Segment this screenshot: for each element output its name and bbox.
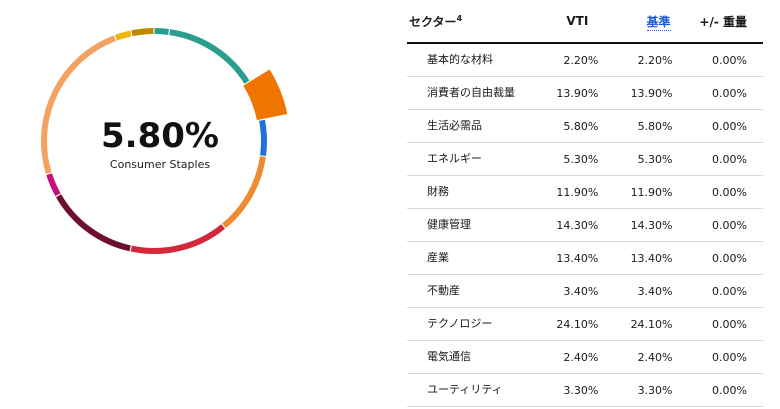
sector-donut-chart: 5.80% Consumer Staples	[40, 27, 288, 267]
diff-cell: 0.00%	[672, 142, 763, 176]
benchmark-cell: 13.90%	[598, 76, 673, 110]
vti-cell: 5.30%	[517, 142, 599, 176]
header-benchmark[interactable]: 基準	[598, 0, 673, 44]
sector-cell: 健康管理	[407, 208, 518, 242]
vti-cell: 13.90%	[517, 76, 599, 110]
benchmark-cell: 14.30%	[598, 208, 673, 242]
sector-cell: 不動産	[407, 274, 518, 308]
vti-cell: 2.40%	[517, 340, 599, 374]
highlight-label: Consumer Staples	[109, 157, 211, 171]
sector-cell: 産業	[407, 241, 518, 275]
sector-cell: テクノロジー	[407, 307, 518, 341]
diff-cell: 0.00%	[672, 76, 763, 110]
benchmark-cell: 5.30%	[598, 142, 673, 176]
benchmark-cell: 24.10%	[598, 307, 673, 341]
benchmark-cell: 2.40%	[598, 340, 673, 374]
diff-cell: 0.00%	[672, 241, 763, 275]
footnote-marker: 4	[456, 13, 463, 23]
donut-slice-2[interactable]	[243, 69, 288, 121]
vti-cell: 3.30%	[517, 373, 599, 407]
table-row[interactable]: 健康管理 14.30% 14.30% 0.00%	[407, 208, 763, 242]
sector-cell: 電気通信	[407, 340, 518, 374]
diff-cell: 0.00%	[672, 373, 763, 407]
vti-cell: 2.20%	[517, 43, 599, 77]
diff-cell: 0.00%	[672, 109, 763, 143]
donut-slice-7[interactable]	[46, 173, 61, 197]
diff-cell: 0.00%	[672, 175, 763, 209]
vti-cell: 24.10%	[517, 307, 599, 341]
sector-table: セクター4 VTI 基準 +/- 重量 基本的な材料 2.20% 2.20% 0.00…	[407, 0, 763, 407]
donut-slice-3[interactable]	[259, 119, 267, 156]
table-row[interactable]: 財務 11.90% 11.90% 0.00%	[407, 175, 763, 209]
donut-slice-5[interactable]	[130, 224, 226, 254]
benchmark-cell: 13.40%	[598, 241, 673, 275]
sector-cell: 消費者の自由裁量	[407, 76, 518, 110]
header-vti: VTI	[517, 0, 599, 44]
table-row[interactable]: 電気通信 2.40% 2.40% 0.00%	[407, 340, 763, 374]
benchmark-cell: 11.90%	[598, 175, 673, 209]
benchmark-cell: 3.40%	[598, 274, 673, 308]
sector-cell: 財務	[407, 175, 518, 209]
donut-slice-4[interactable]	[222, 156, 266, 229]
vti-cell: 11.90%	[517, 175, 599, 209]
diff-cell: 0.00%	[672, 307, 763, 341]
donut-slice-9[interactable]	[114, 30, 132, 41]
table-header-row: セクター4 VTI 基準 +/- 重量	[407, 0, 763, 44]
table-row[interactable]: 消費者の自由裁量 13.90% 13.90% 0.00%	[407, 76, 763, 110]
sector-cell: ユーティリティ	[407, 373, 518, 407]
table-row[interactable]: 不動産 3.40% 3.40% 0.00%	[407, 274, 763, 308]
vti-cell: 13.40%	[517, 241, 599, 275]
vti-cell: 5.80%	[517, 109, 599, 143]
highlight-value: 5.80%	[101, 115, 219, 156]
donut-center: 5.80% Consumer Staples	[40, 27, 280, 267]
vti-cell: 3.40%	[517, 274, 599, 308]
sector-cell: エネルギー	[407, 142, 518, 176]
diff-cell: 0.00%	[672, 274, 763, 308]
header-diff: +/- 重量	[672, 0, 763, 44]
table-row[interactable]: 産業 13.40% 13.40% 0.00%	[407, 241, 763, 275]
table-row[interactable]: エネルギー 5.30% 5.30% 0.00%	[407, 142, 763, 176]
sector-cell: 基本的な材料	[407, 43, 518, 77]
sector-cell: 生活必需品	[407, 109, 518, 143]
donut-slice-8[interactable]	[41, 35, 116, 174]
benchmark-cell: 5.80%	[598, 109, 673, 143]
table-row[interactable]: 生活必需品 5.80% 5.80% 0.00%	[407, 109, 763, 143]
donut-slice-10[interactable]	[131, 28, 154, 37]
donut-slice-6[interactable]	[55, 194, 131, 252]
benchmark-cell: 2.20%	[598, 43, 673, 77]
diff-cell: 0.00%	[672, 208, 763, 242]
table-row[interactable]: ユーティリティ 3.30% 3.30% 0.00%	[407, 373, 763, 407]
donut-slice-0[interactable]	[154, 28, 169, 35]
donut-slice-1[interactable]	[169, 29, 250, 84]
benchmark-cell: 3.30%	[598, 373, 673, 407]
vti-cell: 14.30%	[517, 208, 599, 242]
header-sector: セクター4	[407, 0, 518, 44]
diff-cell: 0.00%	[672, 43, 763, 77]
diff-cell: 0.00%	[672, 340, 763, 374]
donut-svg	[41, 28, 288, 254]
table-row[interactable]: テクノロジー 24.10% 24.10% 0.00%	[407, 307, 763, 341]
table-row[interactable]: 基本的な材料 2.20% 2.20% 0.00%	[407, 43, 763, 77]
